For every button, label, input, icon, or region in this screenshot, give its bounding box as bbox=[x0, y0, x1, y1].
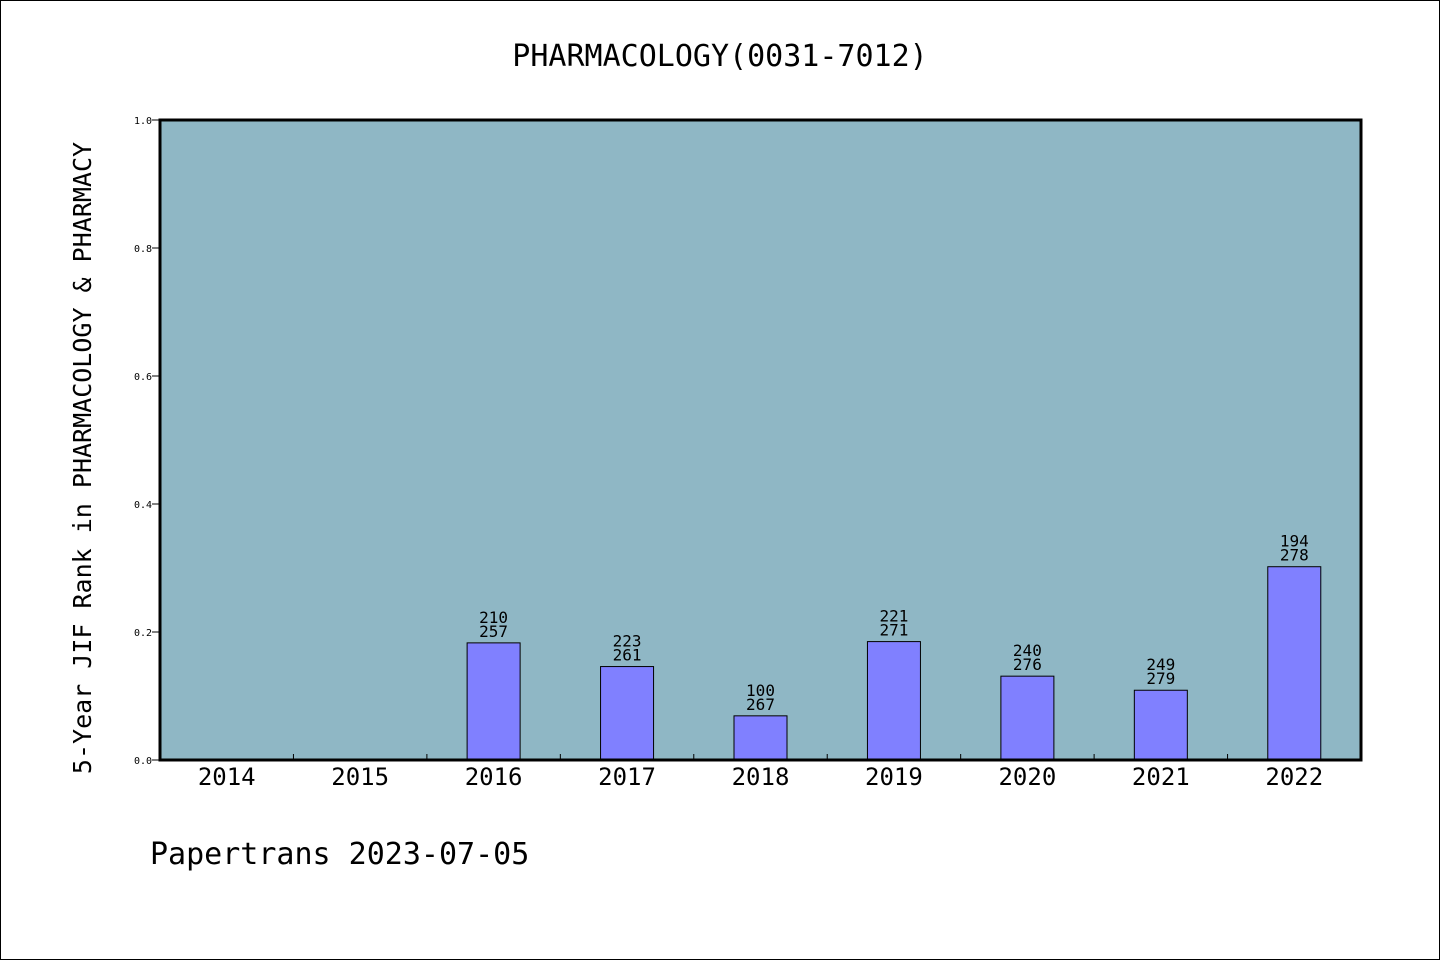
x-tick-label: 2018 bbox=[732, 763, 790, 791]
bar-total-label: 276 bbox=[1013, 655, 1042, 674]
bar-total-label: 267 bbox=[746, 695, 775, 714]
bar-total-label: 279 bbox=[1146, 669, 1175, 688]
y-tick-label: 0.6 bbox=[134, 372, 152, 383]
plot-border bbox=[158, 118, 1363, 762]
x-tick-label: 2016 bbox=[465, 763, 523, 791]
bar-2022 bbox=[1267, 566, 1322, 761]
bar-rank-label: 221 bbox=[879, 607, 908, 626]
bar-2019 bbox=[866, 641, 921, 761]
y-tick-label: 0.0 bbox=[134, 756, 152, 767]
y-tick-label: 0.2 bbox=[134, 628, 152, 639]
plot-area bbox=[160, 120, 1361, 760]
bar-rank-label: 240 bbox=[1013, 641, 1042, 660]
bar-2017 bbox=[600, 666, 655, 761]
bar-rank-label: 249 bbox=[1146, 655, 1175, 674]
bar-rank-label: 210 bbox=[479, 608, 508, 627]
x-tick-label: 2022 bbox=[1265, 763, 1323, 791]
y-tick-label: 0.8 bbox=[134, 244, 152, 255]
bar-total-label: 261 bbox=[613, 646, 642, 665]
bar-rank-label: 223 bbox=[613, 632, 642, 651]
x-tick-label: 2019 bbox=[865, 763, 923, 791]
bar-total-label: 257 bbox=[479, 622, 508, 641]
y-tick-label: 0.4 bbox=[134, 500, 152, 511]
bar-total-label: 271 bbox=[879, 621, 908, 640]
bar-2018 bbox=[733, 715, 788, 761]
bar-total-label: 278 bbox=[1280, 546, 1309, 565]
y-tick-label: 1.0 bbox=[134, 116, 152, 127]
x-tick-label: 2021 bbox=[1132, 763, 1190, 791]
x-tick-label: 2020 bbox=[998, 763, 1056, 791]
bar-2016 bbox=[466, 642, 521, 761]
y-axis-ticks: 0.0 0.2 0.4 0.6 0.8 1.0 bbox=[134, 116, 160, 767]
bar-2021 bbox=[1133, 689, 1188, 761]
footer-text: Papertrans 2023-07-05 bbox=[150, 837, 529, 872]
bars bbox=[466, 566, 1322, 761]
y-axis-label: 5-Year JIF Rank in PHARMACOLOGY & PHARMA… bbox=[68, 142, 97, 774]
x-tick-label: 2015 bbox=[331, 763, 389, 791]
x-tick-label: 2017 bbox=[598, 763, 656, 791]
bar-rank-label: 194 bbox=[1280, 532, 1309, 551]
bar-rank-label: 100 bbox=[746, 681, 775, 700]
bar-2020 bbox=[1000, 675, 1055, 761]
chart-title: PHARMACOLOGY(0031-7012) bbox=[512, 39, 927, 74]
x-axis-ticks: 2014 2015 2016 2017 2018 2019 2020 2021 2022 bbox=[198, 754, 1323, 791]
x-tick-label: 2014 bbox=[198, 763, 256, 791]
